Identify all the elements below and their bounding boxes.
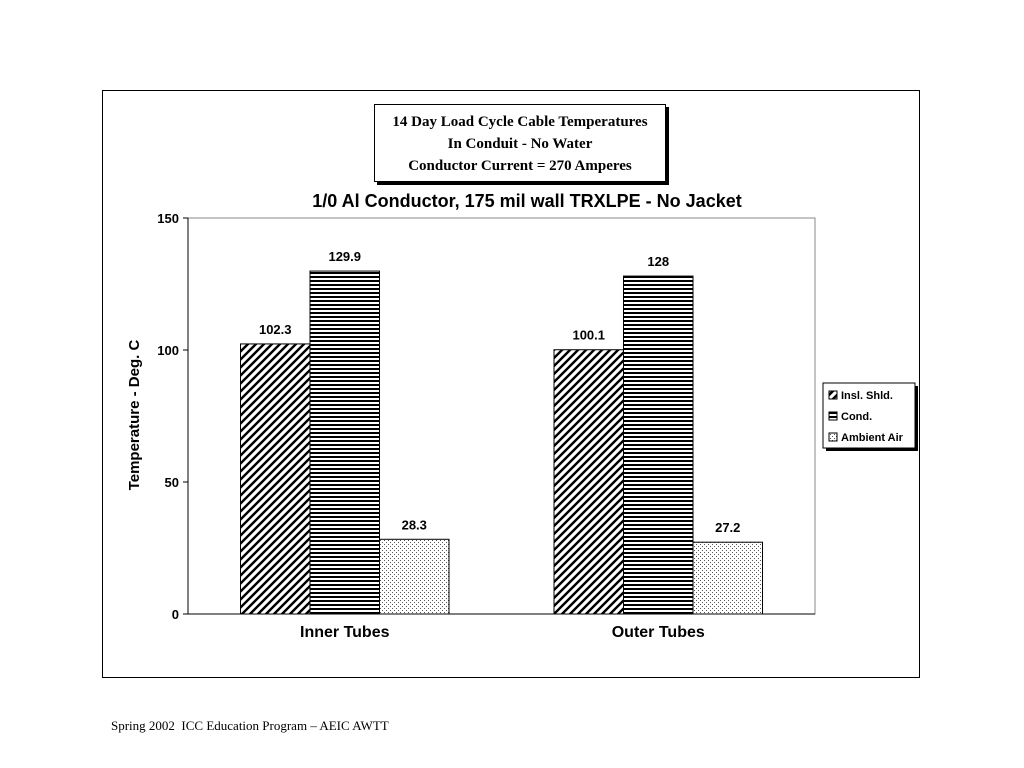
- title-line-2: In Conduit - No Water: [447, 136, 593, 152]
- y-tick-label: 150: [157, 211, 179, 226]
- slide-footer: Spring 2002 ICC Education Program – AEIC…: [111, 718, 389, 733]
- y-tick-label: 0: [172, 607, 179, 622]
- data-label: 102.3: [259, 322, 292, 337]
- y-tick-label: 100: [157, 343, 179, 358]
- chart-title: 1/0 Al Conductor, 175 mil wall TRXLPE - …: [312, 191, 741, 211]
- chart-frame: [102, 90, 920, 678]
- legend-swatch: [828, 390, 838, 400]
- bar-cond-inner-tubes: [309, 270, 380, 615]
- bar-ambient-air-inner-tubes: [379, 538, 450, 615]
- x-category-label: Inner Tubes: [300, 624, 390, 641]
- legend-label: Cond.: [841, 411, 872, 423]
- legend-label: Insl. Shld.: [841, 390, 893, 402]
- legend-label: Ambient Air: [841, 432, 904, 444]
- y-tick-label: 50: [165, 475, 179, 490]
- data-label: 28.3: [402, 517, 427, 532]
- bars-group: 102.3 129.9 28.3 Inner Tubes 100.1 128 27.2 Out…: [240, 249, 763, 641]
- data-label: 128: [647, 254, 669, 269]
- chart-title-box: 14 Day Load Cycle Cable Temperatures In …: [374, 104, 666, 182]
- y-axis-label: Temperature - Deg. C: [126, 340, 143, 491]
- bar-cond-outer-tubes: [623, 275, 694, 615]
- legend-swatch: [828, 411, 838, 421]
- bar-insl-shld-inner-tubes: [240, 343, 311, 615]
- title-line-3: Conductor Current = 270 Amperes: [408, 158, 632, 174]
- legend: Insl. Shld. Cond. Ambient Air: [822, 382, 918, 451]
- data-label: 100.1: [572, 328, 605, 343]
- legend-box: [822, 382, 916, 449]
- title-line-1: 14 Day Load Cycle Cable Temperatures: [392, 114, 648, 130]
- data-label: 129.9: [328, 249, 361, 264]
- legend-swatch: [828, 432, 838, 442]
- data-label: 27.2: [715, 520, 740, 535]
- bar-insl-shld-outer-tubes: [553, 349, 624, 615]
- bar-ambient-air-outer-tubes: [692, 541, 763, 615]
- x-category-label: Outer Tubes: [612, 624, 705, 641]
